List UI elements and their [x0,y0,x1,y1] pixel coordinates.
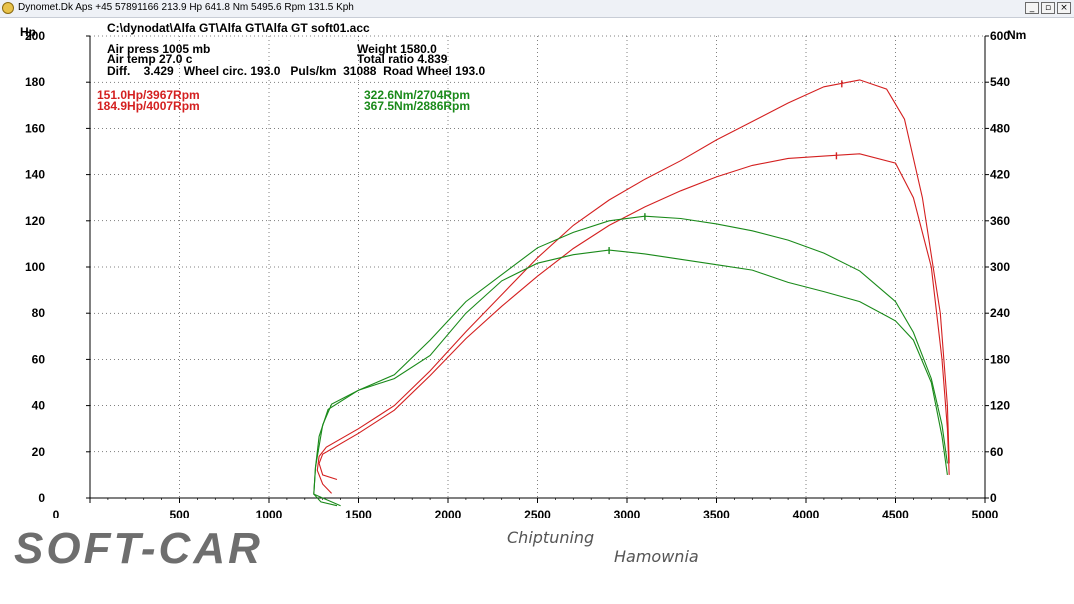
soft-car-logo: SOFT-CAR [14,524,263,573]
y2-tick-label: 0 [990,491,997,505]
minimize-button[interactable]: _ [1025,2,1039,14]
title-bar: Dynomet.Dk Aps +45 57891166 213.9 Hp 641… [0,0,1074,18]
y2-tick-label: 360 [990,214,1010,228]
maximize-button[interactable]: ▫ [1041,2,1055,14]
y-tick-label: 140 [25,168,45,182]
y-tick-label: 120 [25,214,45,228]
y-tick-label: 60 [32,352,46,366]
total-ratio: Total ratio 4.839 [357,52,448,66]
series-line-1 [316,79,950,494]
x-tick-label: 5000 [972,508,999,518]
y-tick-label: 20 [32,445,46,459]
nm-annotation-1: 322.6Nm/2704Rpm [364,88,470,102]
x-tick-label: 3000 [614,508,641,518]
chiptuning-label: Chiptuning [507,528,595,547]
hp-annotation-2: 184.9Hp/4007Rpm [97,99,200,113]
x-tick-label: 500 [169,508,189,518]
series-line-2 [318,153,950,481]
y2-tick-label: 120 [990,399,1010,413]
y2-tick-label: 60 [990,445,1004,459]
y2-tick-label: 300 [990,260,1010,274]
y-tick-label: 100 [25,260,45,274]
hp-annotation-1: 151.0Hp/3967Rpm [97,88,200,102]
x-tick-label: 2000 [435,508,462,518]
y2-tick-label: 180 [990,352,1010,366]
x-tick-label: 4500 [882,508,909,518]
series-line-4 [313,249,948,507]
y2-tick-label: 540 [990,75,1010,89]
hamownia-label: Hamownia [614,547,699,566]
ticks-layer: 0204060801001201401601802000601201802403… [25,29,1010,518]
y2-tick-label: 480 [990,121,1010,135]
dyno-chart: 0204060801001201401601802000601201802403… [20,21,1026,518]
x-tick-label: 0 [53,508,60,518]
y-tick-label: 180 [25,75,45,89]
app-icon [2,2,14,14]
file-path: C:\dynodat\Alfa GT\Alfa GT\Alfa GT soft0… [107,21,370,35]
y2-tick-label: 240 [990,306,1010,320]
diff-line: Diff. 3.429 Wheel circ. 193.0 Puls/km 31… [107,64,486,78]
nm-annotation-2: 367.5Nm/2886Rpm [364,99,470,113]
x-tick-label: 1000 [256,508,283,518]
y-tick-label: 160 [25,121,45,135]
close-button[interactable]: × [1057,2,1071,14]
x-tick-label: 1500 [345,508,372,518]
y-axis-label: Hp [20,25,36,39]
y-tick-label: 40 [32,399,46,413]
y2-tick-label: 600 [990,29,1010,43]
y-tick-label: 0 [38,491,45,505]
weight: Weight 1580.0 [357,42,437,56]
series-line-3 [313,215,948,507]
y-tick-label: 80 [32,306,46,320]
y-tick-label: 200 [25,29,45,43]
y2-tick-label: 420 [990,168,1010,182]
air-press: Air press 1005 mb [107,42,210,56]
grid-layer [90,35,985,498]
x-tick-label: 3500 [703,508,730,518]
x-tick-label: 4000 [793,508,820,518]
window-title: Dynomet.Dk Aps +45 57891166 213.9 Hp 641… [18,2,354,13]
x-tick-label: 2500 [524,508,551,518]
series-layer [313,79,950,507]
y2-axis-label: Nm [1007,28,1026,42]
air-temp: Air temp 27.0 c [107,52,193,66]
